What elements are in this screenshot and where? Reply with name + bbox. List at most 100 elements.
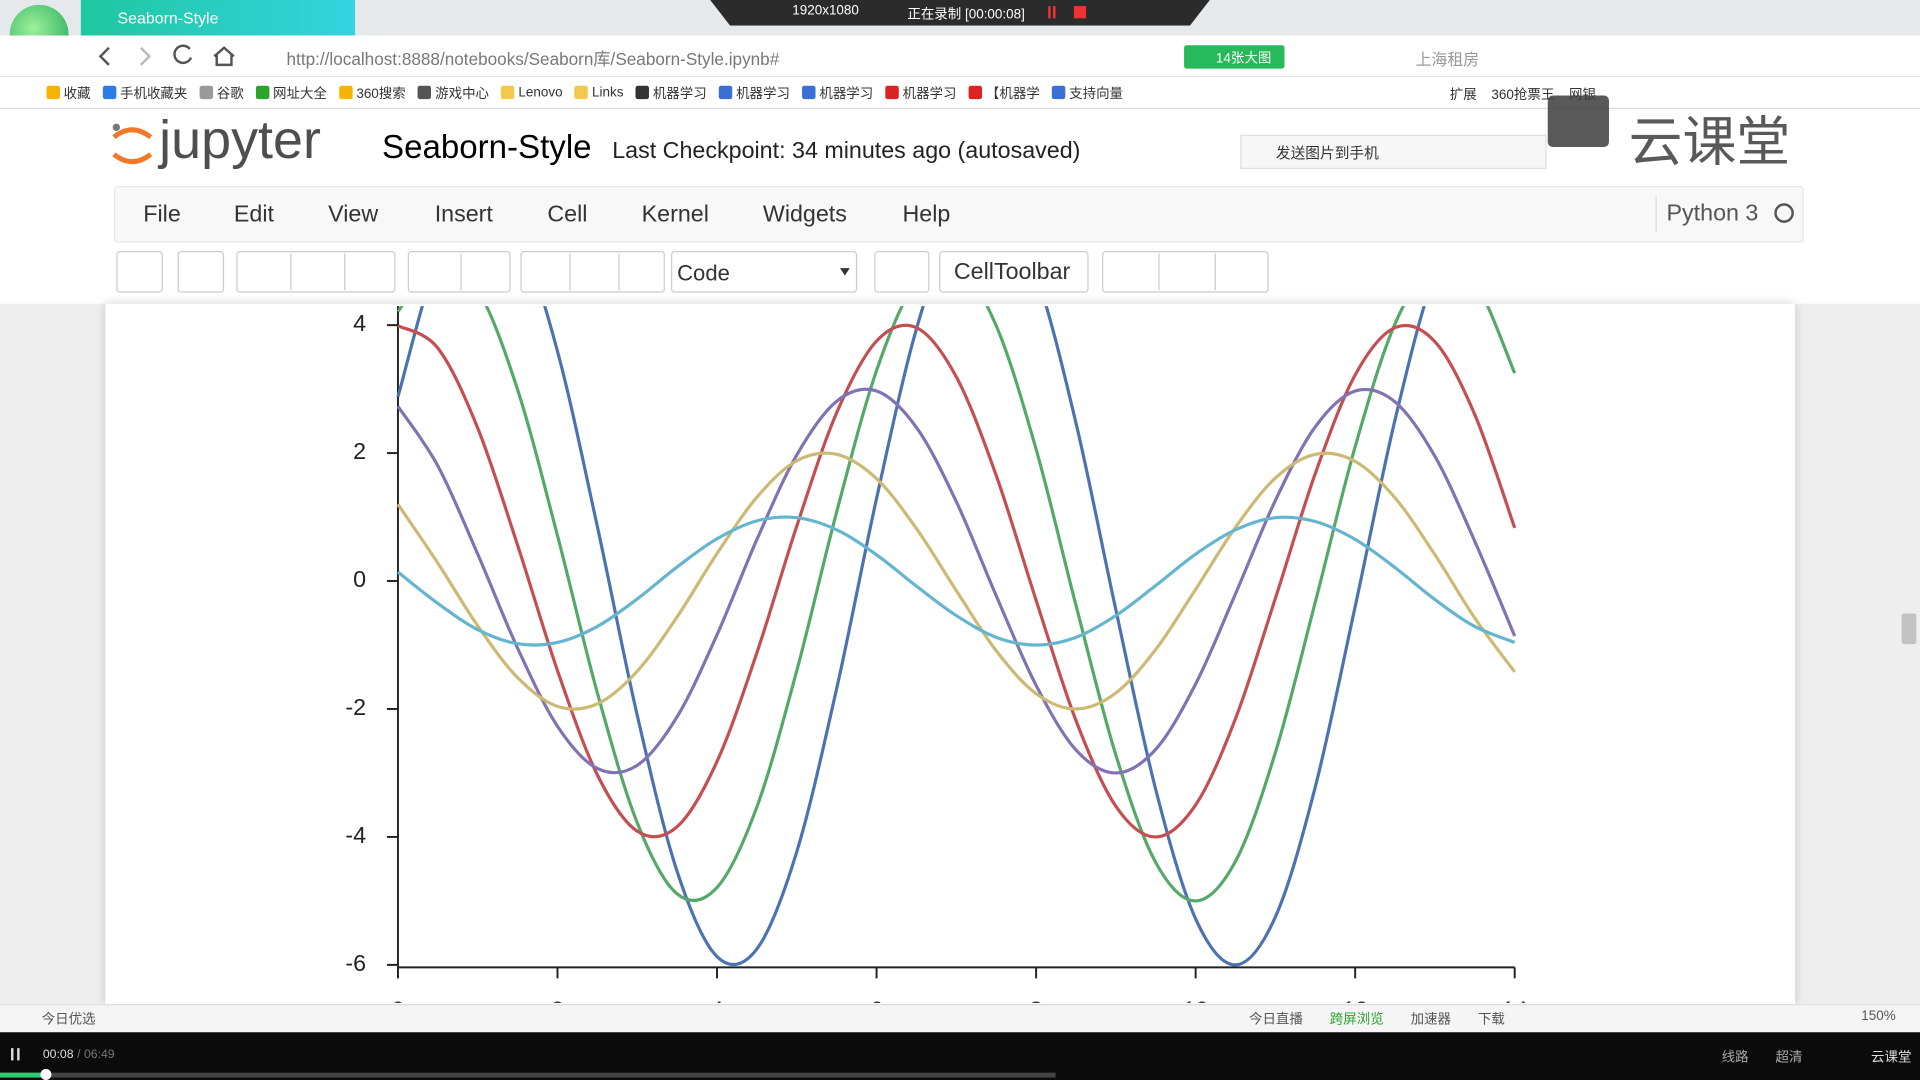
- bookmark-label[interactable]: Lenovo: [518, 85, 563, 100]
- bookmark[interactable]: 游戏中心: [417, 83, 490, 103]
- menu-item[interactable]: Edit: [233, 202, 274, 228]
- player-controls: 线路 超清: [1722, 1047, 1803, 1067]
- pause-button[interactable]: [11, 1048, 20, 1061]
- bookmark[interactable]: 网址大全: [255, 83, 327, 103]
- cell-type-select[interactable]: [671, 251, 858, 293]
- progress-knob[interactable]: [40, 1068, 52, 1080]
- x-tick-label: 4: [711, 997, 724, 1023]
- celltoolbar[interactable]: CellToolbar: [953, 259, 1071, 286]
- home[interactable]: [213, 46, 235, 67]
- button-group[interactable]: [407, 251, 511, 293]
- kernel-name: Python 3: [1666, 200, 1759, 227]
- button-separator: [460, 253, 462, 291]
- line-series: [396, 306, 1517, 903]
- status-bar: [0, 1004, 1920, 1033]
- bookmark-label[interactable]: 手机收藏夹: [120, 86, 188, 102]
- menubar: File Edit View Insert Cell Kernel Widgets Help: [113, 186, 1804, 243]
- bookmark-label[interactable]: 机器学习: [819, 86, 874, 102]
- status-item[interactable]: 加速器: [1410, 1012, 1452, 1028]
- menu-item[interactable]: File: [143, 202, 181, 228]
- status-item[interactable]: 下载: [1477, 1012, 1505, 1028]
- recording-bar: [710, 0, 1210, 26]
- bookmark[interactable]: 谷歌: [199, 83, 244, 103]
- status-item[interactable]: 跨屏浏览: [1329, 1012, 1384, 1028]
- bookmark-icon: [199, 85, 214, 100]
- reload[interactable]: [173, 44, 193, 65]
- y-tick-label: 2: [353, 438, 366, 464]
- bookmark[interactable]: Links: [574, 85, 624, 100]
- send-button[interactable]: 发送图片到手机: [1275, 144, 1379, 162]
- bookmark[interactable]: 收藏: [46, 83, 91, 103]
- celltoolbar-button[interactable]: [939, 251, 1089, 293]
- bookmark-label[interactable]: 【机器学: [985, 86, 1040, 102]
- progress-track[interactable]: [0, 1072, 1056, 1078]
- url[interactable]: http://localhost:8888/notebooks/Seaborn库…: [286, 48, 780, 69]
- notebook-name[interactable]: Seaborn-Style: [382, 128, 592, 166]
- button-separator: [1214, 253, 1216, 291]
- x-tick-label: 10: [1183, 997, 1209, 1023]
- extension[interactable]: 扩展: [1449, 88, 1477, 103]
- bookmark-label[interactable]: 360搜索: [356, 86, 406, 102]
- bookmark[interactable]: Lenovo: [501, 85, 563, 100]
- scrollbar-thumb[interactable]: [1901, 613, 1917, 645]
- bookmark[interactable]: 360搜索: [339, 83, 406, 103]
- bookmark[interactable]: 机器学习: [718, 83, 790, 103]
- menu-item[interactable]: Cell: [547, 202, 588, 228]
- bookmark-icon: [255, 85, 270, 100]
- bookmark[interactable]: 机器学习: [635, 83, 707, 103]
- tab-title[interactable]: Seaborn-Style: [117, 8, 219, 27]
- keyboard-button[interactable]: [874, 251, 930, 293]
- menu-item[interactable]: Help: [902, 202, 951, 228]
- record-stop[interactable]: [1073, 6, 1087, 19]
- bookmark[interactable]: 机器学习: [802, 83, 873, 103]
- button-group[interactable]: [116, 251, 163, 293]
- player-brand: 云课堂: [1871, 1050, 1912, 1066]
- x-tick-label: 14: [1502, 997, 1528, 1023]
- bookmark-label[interactable]: 支持向量: [1069, 86, 1124, 102]
- badge[interactable]: 14张大图: [1215, 51, 1272, 67]
- cell-type[interactable]: Code: [677, 260, 730, 286]
- button-group[interactable]: [177, 251, 225, 293]
- bookmark[interactable]: 支持向量: [1052, 83, 1123, 103]
- search-box[interactable]: 上海租房: [1415, 50, 1480, 69]
- menu-item[interactable]: Kernel: [641, 202, 709, 228]
- button-separator: [1158, 253, 1160, 291]
- bookmark-label[interactable]: Links: [591, 85, 624, 100]
- bookmark-label[interactable]: 机器学习: [652, 86, 707, 102]
- line-series: [396, 451, 1516, 711]
- button-group[interactable]: [1102, 251, 1269, 293]
- back[interactable]: [98, 46, 110, 66]
- menu-item[interactable]: Insert: [434, 202, 493, 228]
- button-separator: [290, 253, 292, 291]
- forward[interactable]: [139, 46, 152, 66]
- player-option[interactable]: 线路: [1721, 1050, 1749, 1066]
- bookmark-icon: [501, 85, 515, 100]
- zoom[interactable]: 150%: [1861, 1008, 1896, 1024]
- bookmark[interactable]: 手机收藏夹: [102, 83, 188, 103]
- badge-bg[interactable]: [1184, 45, 1285, 69]
- bookmark-label[interactable]: 收藏: [63, 86, 91, 102]
- bookmark-label[interactable]: 网址大全: [273, 86, 327, 102]
- y-tick-label: -6: [345, 950, 366, 976]
- menu-item[interactable]: View: [328, 202, 379, 228]
- jupyter-logo[interactable]: jupyter: [159, 110, 321, 171]
- bookmark[interactable]: 【机器学: [968, 83, 1040, 103]
- tab[interactable]: [80, 0, 356, 36]
- button-group[interactable]: [236, 251, 396, 293]
- status-item[interactable]: 今日直播: [1248, 1012, 1303, 1028]
- bookmark-label[interactable]: 机器学习: [902, 86, 957, 102]
- button-separator: [617, 253, 620, 291]
- status-left[interactable]: 今日优选: [41, 1012, 96, 1028]
- y-tick-label: -2: [345, 694, 366, 720]
- bookmark-label[interactable]: 游戏中心: [435, 86, 490, 102]
- record-pause[interactable]: [1048, 6, 1056, 19]
- bookmark[interactable]: 机器学习: [885, 83, 956, 103]
- player-option[interactable]: 超清: [1775, 1050, 1803, 1066]
- button-group[interactable]: [520, 251, 665, 293]
- menu-item[interactable]: Widgets: [762, 202, 847, 228]
- extension[interactable]: 360抢票王: [1491, 88, 1555, 103]
- nav-buttons[interactable]: [92, 42, 251, 71]
- bookmark-label[interactable]: 机器学习: [736, 86, 790, 102]
- bookmark-label[interactable]: 谷歌: [216, 86, 244, 102]
